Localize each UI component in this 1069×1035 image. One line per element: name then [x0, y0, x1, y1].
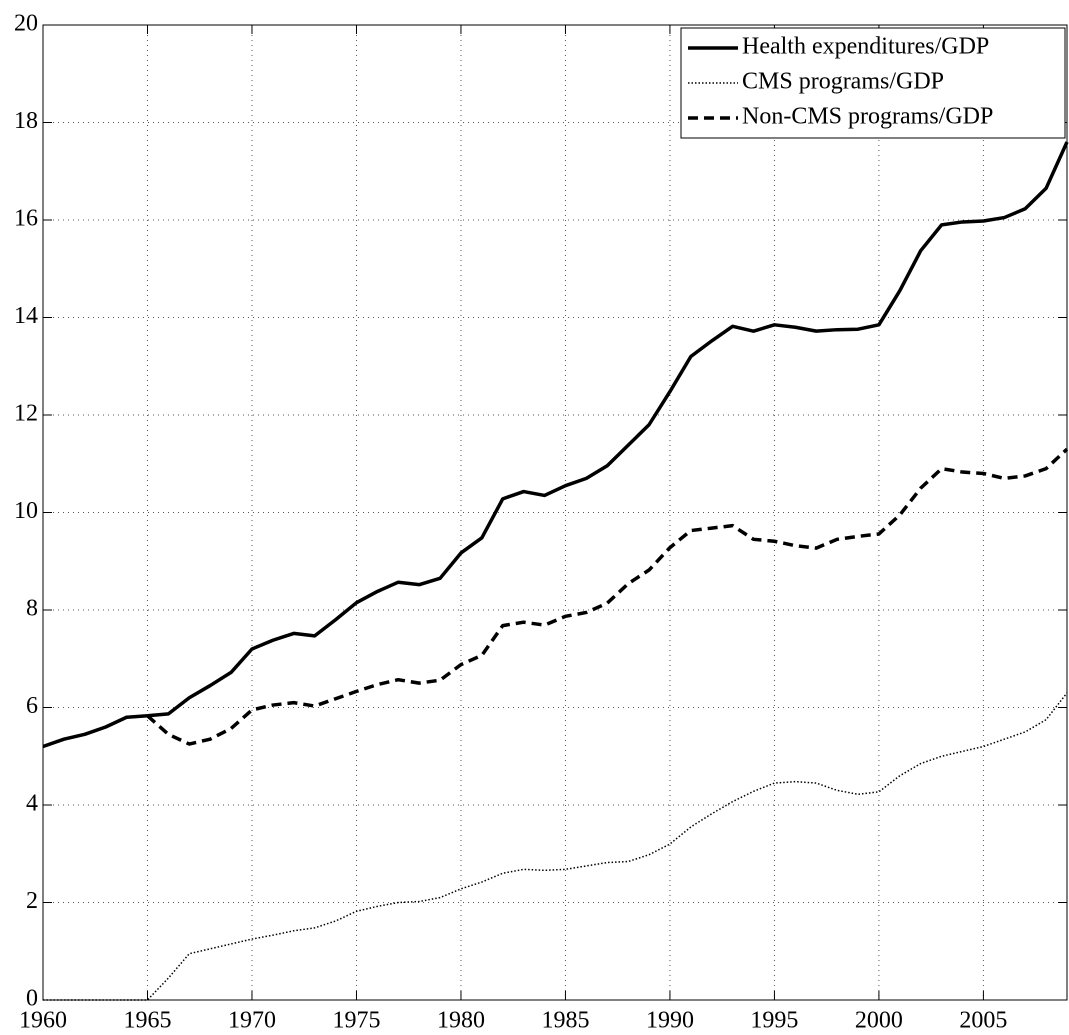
series-line — [146, 447, 1069, 746]
y-tick-label: 8 — [26, 596, 38, 622]
y-tick-label: 0 — [26, 986, 38, 1012]
legend-label: Non-CMS programs/GDP — [742, 104, 993, 130]
legend-label: CMS programs/GDP — [742, 69, 944, 95]
x-tick-label: 1965 — [123, 1008, 171, 1034]
y-tick-label: 2 — [26, 888, 38, 914]
x-tick-label: 1995 — [750, 1008, 798, 1034]
x-tick-label: 2005 — [959, 1008, 1007, 1034]
legend-box — [680, 27, 1066, 139]
x-tick-label: 1975 — [332, 1008, 380, 1034]
y-tick-label: 12 — [14, 401, 38, 427]
y-tick-label: 10 — [14, 498, 38, 524]
y-tick-label: 20 — [14, 11, 38, 37]
x-tick-label: 1960 — [19, 1008, 67, 1034]
series-line — [43, 692, 1068, 1001]
x-tick-label: 2000 — [855, 1008, 903, 1034]
y-tick-label: 14 — [14, 303, 38, 329]
legend-label: Health expenditures/GDP — [742, 34, 989, 60]
y-tick-label: 18 — [14, 108, 38, 134]
x-tick-label: 1985 — [541, 1008, 589, 1034]
y-tick-label: 4 — [26, 791, 38, 817]
y-tick-label: 16 — [14, 206, 38, 232]
plot-frame — [42, 24, 1068, 1001]
series-line — [42, 141, 1069, 749]
x-tick-label: 1980 — [437, 1008, 485, 1034]
x-tick-label: 1990 — [646, 1008, 694, 1034]
x-tick-label: 1970 — [228, 1008, 276, 1034]
y-tick-label: 6 — [26, 693, 38, 719]
